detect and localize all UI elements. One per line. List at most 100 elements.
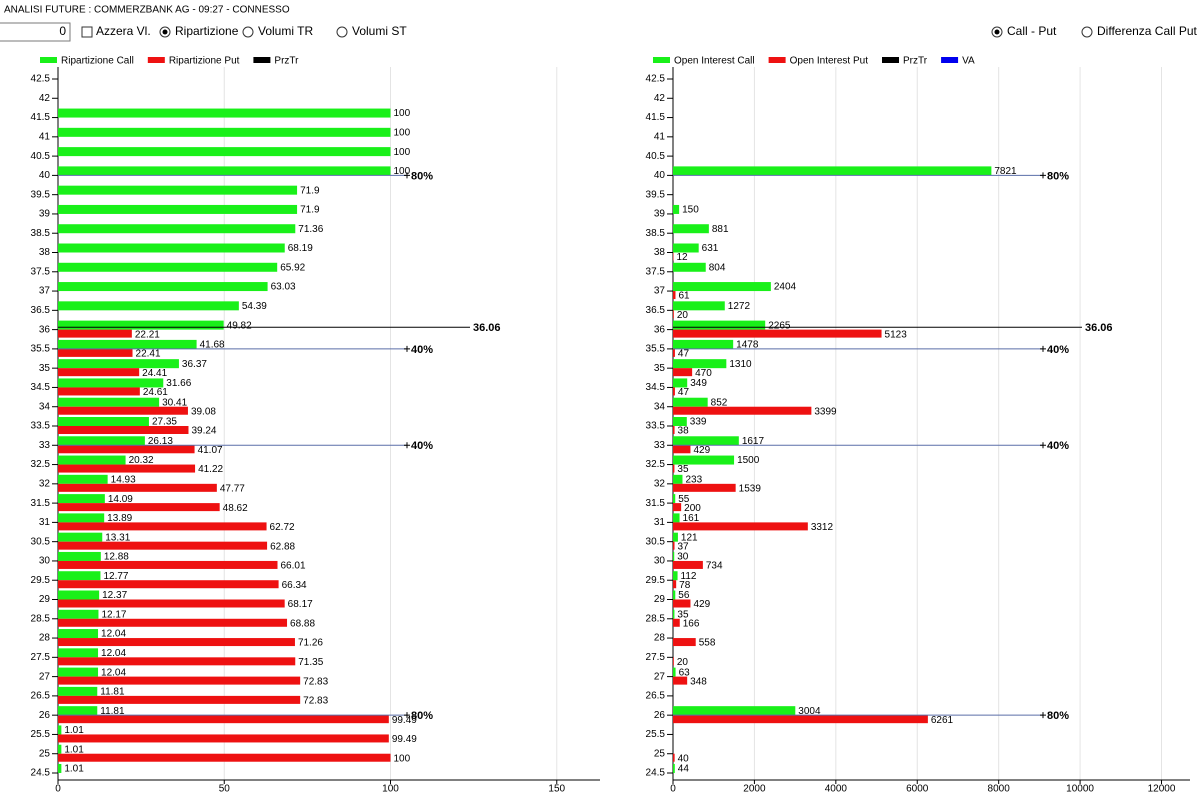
marker-cross — [1040, 346, 1046, 352]
value-label: 12.04 — [101, 629, 126, 640]
value-label: 13.31 — [105, 532, 130, 543]
bar — [673, 301, 725, 310]
value-label: 66.34 — [282, 580, 307, 591]
bar — [673, 600, 690, 608]
bar — [58, 764, 61, 773]
bar — [58, 571, 100, 580]
value-label: 1272 — [728, 301, 751, 312]
value-label: 65.92 — [280, 262, 305, 273]
value-label: 41.22 — [198, 464, 223, 475]
y-tick-label: 39 — [654, 209, 666, 220]
y-tick-label: 26.5 — [31, 691, 51, 702]
y-tick-label: 35 — [654, 363, 666, 374]
bar — [673, 224, 709, 233]
bar — [58, 494, 105, 503]
marker-cross — [404, 442, 410, 448]
checkbox[interactable] — [82, 27, 92, 37]
value-label: 3399 — [814, 406, 837, 417]
value-label: 1.01 — [64, 744, 84, 755]
value-label: 852 — [711, 397, 728, 408]
radio[interactable] — [337, 27, 347, 37]
y-tick-label: 36 — [39, 324, 51, 335]
bar — [673, 715, 928, 723]
bar — [58, 580, 279, 588]
marker-cross — [1040, 172, 1046, 178]
legend-swatch — [653, 57, 670, 63]
y-tick-label: 24.5 — [646, 768, 666, 779]
bar — [58, 561, 277, 569]
value-label: 49.82 — [227, 320, 252, 331]
value-label: 11.81 — [100, 687, 125, 698]
radio-label[interactable]: Volumi TR — [258, 24, 313, 38]
y-tick-label: 26 — [39, 710, 51, 721]
y-tick-label: 33.5 — [646, 421, 666, 432]
bar — [58, 368, 139, 376]
radio-label[interactable]: Differenza Call Put — [1097, 24, 1197, 38]
legend-label: Ripartizione Put — [169, 56, 240, 67]
bar — [58, 715, 389, 723]
y-tick-label: 27 — [39, 671, 51, 682]
bar — [673, 465, 674, 473]
bar — [673, 205, 679, 214]
y-tick-label: 36.5 — [646, 305, 666, 316]
number-input-value[interactable]: 0 — [59, 24, 66, 38]
bar — [673, 407, 811, 415]
y-tick-label: 31 — [654, 517, 666, 528]
radio-label[interactable]: Ripartizione — [175, 24, 239, 38]
bar — [58, 263, 277, 272]
value-label: 12 — [676, 252, 688, 263]
window-title: ANALISI FUTURE : COMMERZBANK AG - 09:27 … — [4, 5, 290, 16]
value-label: 558 — [699, 638, 716, 649]
value-label: 54.39 — [242, 301, 267, 312]
bar — [58, 321, 224, 330]
radio-dot[interactable] — [163, 30, 168, 35]
bar — [58, 166, 391, 175]
bar — [58, 725, 61, 734]
bar — [58, 542, 267, 550]
value-label: 6261 — [931, 715, 954, 726]
checkbox-label[interactable]: Azzera Vl. — [96, 24, 151, 38]
value-label: 47 — [678, 349, 690, 360]
value-label: 39.24 — [191, 426, 216, 437]
radio[interactable] — [243, 27, 253, 37]
radio-dot[interactable] — [995, 30, 1000, 35]
legend-label: PrzTr — [274, 56, 299, 67]
value-label: 150 — [682, 205, 699, 216]
y-tick-label: 32.5 — [646, 459, 666, 470]
legend-label: Open Interest Call — [674, 56, 755, 67]
value-label: 71.9 — [300, 205, 320, 216]
bar — [673, 475, 682, 484]
bar — [58, 610, 98, 619]
bar — [58, 426, 188, 434]
value-label: 339 — [690, 417, 707, 428]
legend-label: Ripartizione Call — [61, 56, 134, 67]
value-label: 37 — [678, 541, 690, 552]
bar — [58, 205, 297, 214]
legend-swatch — [769, 57, 786, 63]
bar — [58, 186, 297, 195]
value-label: 233 — [685, 474, 702, 485]
y-tick-label: 40 — [39, 170, 51, 181]
bar — [58, 677, 300, 685]
bar — [673, 706, 795, 715]
value-label: 12.77 — [103, 571, 128, 582]
bar — [58, 734, 389, 742]
y-tick-label: 34 — [654, 401, 666, 412]
value-label: 38 — [678, 426, 690, 437]
value-label: 56 — [678, 590, 690, 601]
radio[interactable] — [1082, 27, 1092, 37]
y-tick-label: 29.5 — [646, 575, 666, 586]
y-tick-label: 32.5 — [31, 459, 51, 470]
radio-label[interactable]: Call - Put — [1007, 24, 1057, 38]
legend-label: VA — [962, 56, 975, 67]
bar — [58, 244, 285, 253]
y-tick-label: 30 — [39, 556, 51, 567]
y-tick-label: 35 — [39, 363, 51, 374]
radio-label[interactable]: Volumi ST — [352, 24, 407, 38]
y-tick-label: 41.5 — [31, 112, 51, 123]
y-tick-label: 33 — [654, 440, 666, 451]
bar — [58, 330, 132, 338]
bar — [58, 349, 133, 357]
value-label: 36.37 — [182, 359, 207, 370]
value-label: 5123 — [885, 329, 908, 340]
